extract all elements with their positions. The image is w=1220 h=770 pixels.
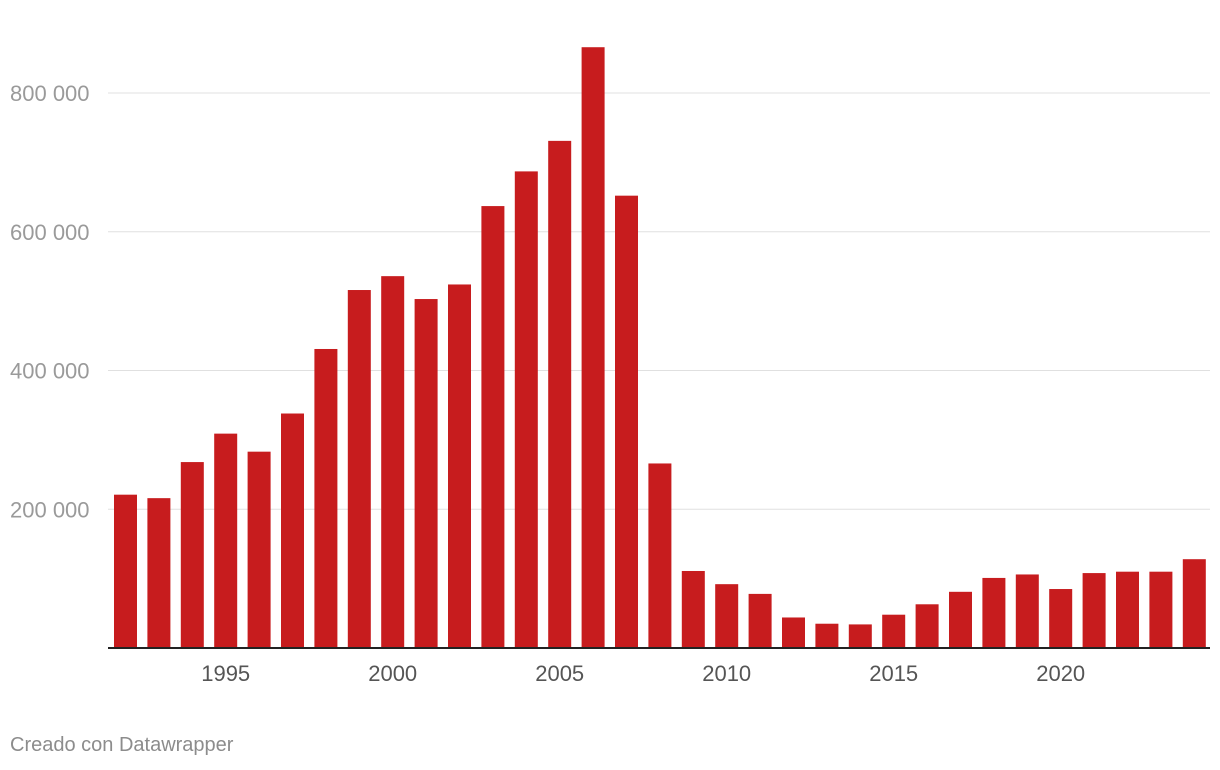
credit-text: Creado con Datawrapper xyxy=(10,734,234,756)
y-axis-tick-labels: 200 000 400 000 600 000 800 000 xyxy=(10,81,90,522)
bar-2022 xyxy=(1116,571,1139,648)
bar-1992 xyxy=(114,494,137,648)
bar-2001 xyxy=(414,299,438,648)
bar-2024 xyxy=(1182,559,1206,648)
bar-2020 xyxy=(1049,589,1073,648)
bar-2014 xyxy=(848,624,872,648)
y-tick-label: 600 000 xyxy=(10,220,90,245)
bar-2018 xyxy=(982,577,1006,648)
bar-2009 xyxy=(681,570,705,648)
x-tick-label: 2005 xyxy=(535,661,584,686)
bar-1994 xyxy=(180,462,204,648)
x-tick-label: 1995 xyxy=(201,661,250,686)
x-tick-label: 2020 xyxy=(1036,661,1085,686)
bar-2017 xyxy=(949,591,972,648)
bar-1993 xyxy=(147,498,171,648)
bar-2013 xyxy=(815,623,839,648)
bar-2000 xyxy=(381,276,405,648)
x-tick-label: 2000 xyxy=(368,661,417,686)
bar-2011 xyxy=(748,593,772,648)
gridlines xyxy=(108,92,1210,510)
bars xyxy=(114,47,1206,649)
y-tick-label: 200 000 xyxy=(10,497,90,522)
bar-2008 xyxy=(648,463,672,648)
bar-2003 xyxy=(481,206,505,648)
bar-2021 xyxy=(1082,573,1106,648)
bar-2005 xyxy=(548,140,572,648)
bar-2006 xyxy=(581,47,605,648)
bar-1998 xyxy=(314,348,338,648)
bar-2015 xyxy=(882,614,906,648)
bar-2023 xyxy=(1149,571,1173,648)
bar-2002 xyxy=(448,284,471,648)
bar-1996 xyxy=(247,451,271,648)
bar-1995 xyxy=(214,433,238,648)
bar-2012 xyxy=(782,617,805,648)
bar-1997 xyxy=(281,413,304,648)
x-tick-label: 2015 xyxy=(869,661,918,686)
y-tick-label: 800 000 xyxy=(10,81,90,106)
x-tick-label: 2010 xyxy=(702,661,751,686)
bar-2019 xyxy=(1015,574,1039,648)
x-axis-tick-labels: 1995 2000 2005 2010 2015 2020 xyxy=(201,661,1085,686)
bar-2016 xyxy=(915,604,939,648)
bar-1999 xyxy=(347,290,371,648)
bar-2010 xyxy=(715,584,739,648)
bar-2007 xyxy=(615,195,638,649)
bar-2004 xyxy=(514,171,538,648)
y-tick-label: 400 000 xyxy=(10,359,90,384)
